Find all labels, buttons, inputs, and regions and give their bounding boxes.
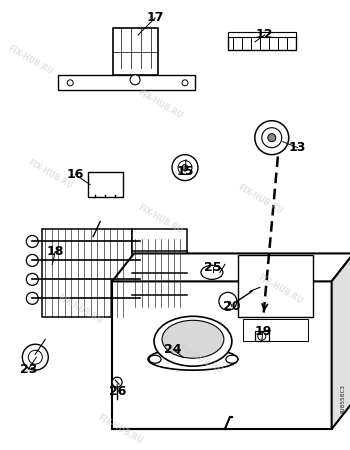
- Text: 26: 26: [110, 385, 127, 398]
- Ellipse shape: [148, 348, 238, 370]
- Circle shape: [255, 121, 289, 155]
- Circle shape: [112, 377, 122, 387]
- Bar: [132, 230, 187, 307]
- Text: 12: 12: [256, 28, 274, 41]
- Circle shape: [26, 254, 38, 266]
- Text: FIX-HUB.RU: FIX-HUB.RU: [6, 44, 54, 76]
- Text: FIX-HUB.RU: FIX-HUB.RU: [136, 203, 184, 236]
- Text: 24: 24: [164, 343, 182, 356]
- Circle shape: [22, 344, 48, 370]
- Circle shape: [268, 134, 276, 142]
- Text: 23: 23: [20, 363, 37, 376]
- Text: AU0550C3: AU0550C3: [341, 384, 346, 414]
- Text: 25: 25: [204, 261, 222, 274]
- Text: 16: 16: [66, 168, 84, 181]
- Circle shape: [258, 332, 266, 340]
- Bar: [243, 320, 308, 341]
- Bar: [228, 36, 296, 50]
- Text: FIX-HUB.RU: FIX-HUB.RU: [236, 183, 284, 216]
- Circle shape: [26, 292, 38, 304]
- Bar: [88, 171, 123, 197]
- Circle shape: [26, 235, 38, 248]
- Circle shape: [86, 235, 96, 245]
- Polygon shape: [58, 75, 195, 90]
- Circle shape: [182, 165, 188, 171]
- Circle shape: [130, 75, 140, 85]
- Circle shape: [219, 292, 237, 310]
- Bar: [228, 32, 296, 37]
- Ellipse shape: [201, 266, 223, 279]
- Text: 13: 13: [289, 141, 306, 154]
- Text: 20: 20: [223, 300, 240, 313]
- Bar: [255, 331, 269, 341]
- Circle shape: [178, 161, 192, 175]
- Ellipse shape: [226, 355, 238, 363]
- Ellipse shape: [154, 316, 232, 366]
- Text: FIX-HUB.RU: FIX-HUB.RU: [56, 293, 104, 326]
- Polygon shape: [332, 253, 350, 429]
- Circle shape: [262, 128, 282, 148]
- Bar: [238, 256, 313, 317]
- Ellipse shape: [149, 355, 161, 363]
- Circle shape: [182, 80, 188, 86]
- Text: FIX-HUB.RU: FIX-HUB.RU: [256, 273, 304, 306]
- Text: FIX-HUB.RU: FIX-HUB.RU: [26, 158, 74, 191]
- Polygon shape: [113, 28, 158, 75]
- Ellipse shape: [162, 320, 224, 358]
- Text: 18: 18: [47, 245, 64, 258]
- Circle shape: [28, 350, 42, 364]
- Circle shape: [172, 155, 198, 180]
- Text: FIX-HUB.RU: FIX-HUB.RU: [96, 413, 144, 446]
- Bar: [112, 281, 332, 429]
- Text: 15: 15: [176, 165, 194, 178]
- Circle shape: [26, 274, 38, 285]
- Bar: [42, 230, 132, 317]
- Text: FIX-HUB.RU: FIX-HUB.RU: [176, 343, 224, 376]
- Text: 19: 19: [254, 325, 272, 338]
- Text: FIX-HUB.RU: FIX-HUB.RU: [136, 88, 184, 121]
- Text: 17: 17: [146, 11, 164, 24]
- Circle shape: [67, 80, 73, 86]
- Polygon shape: [112, 253, 350, 281]
